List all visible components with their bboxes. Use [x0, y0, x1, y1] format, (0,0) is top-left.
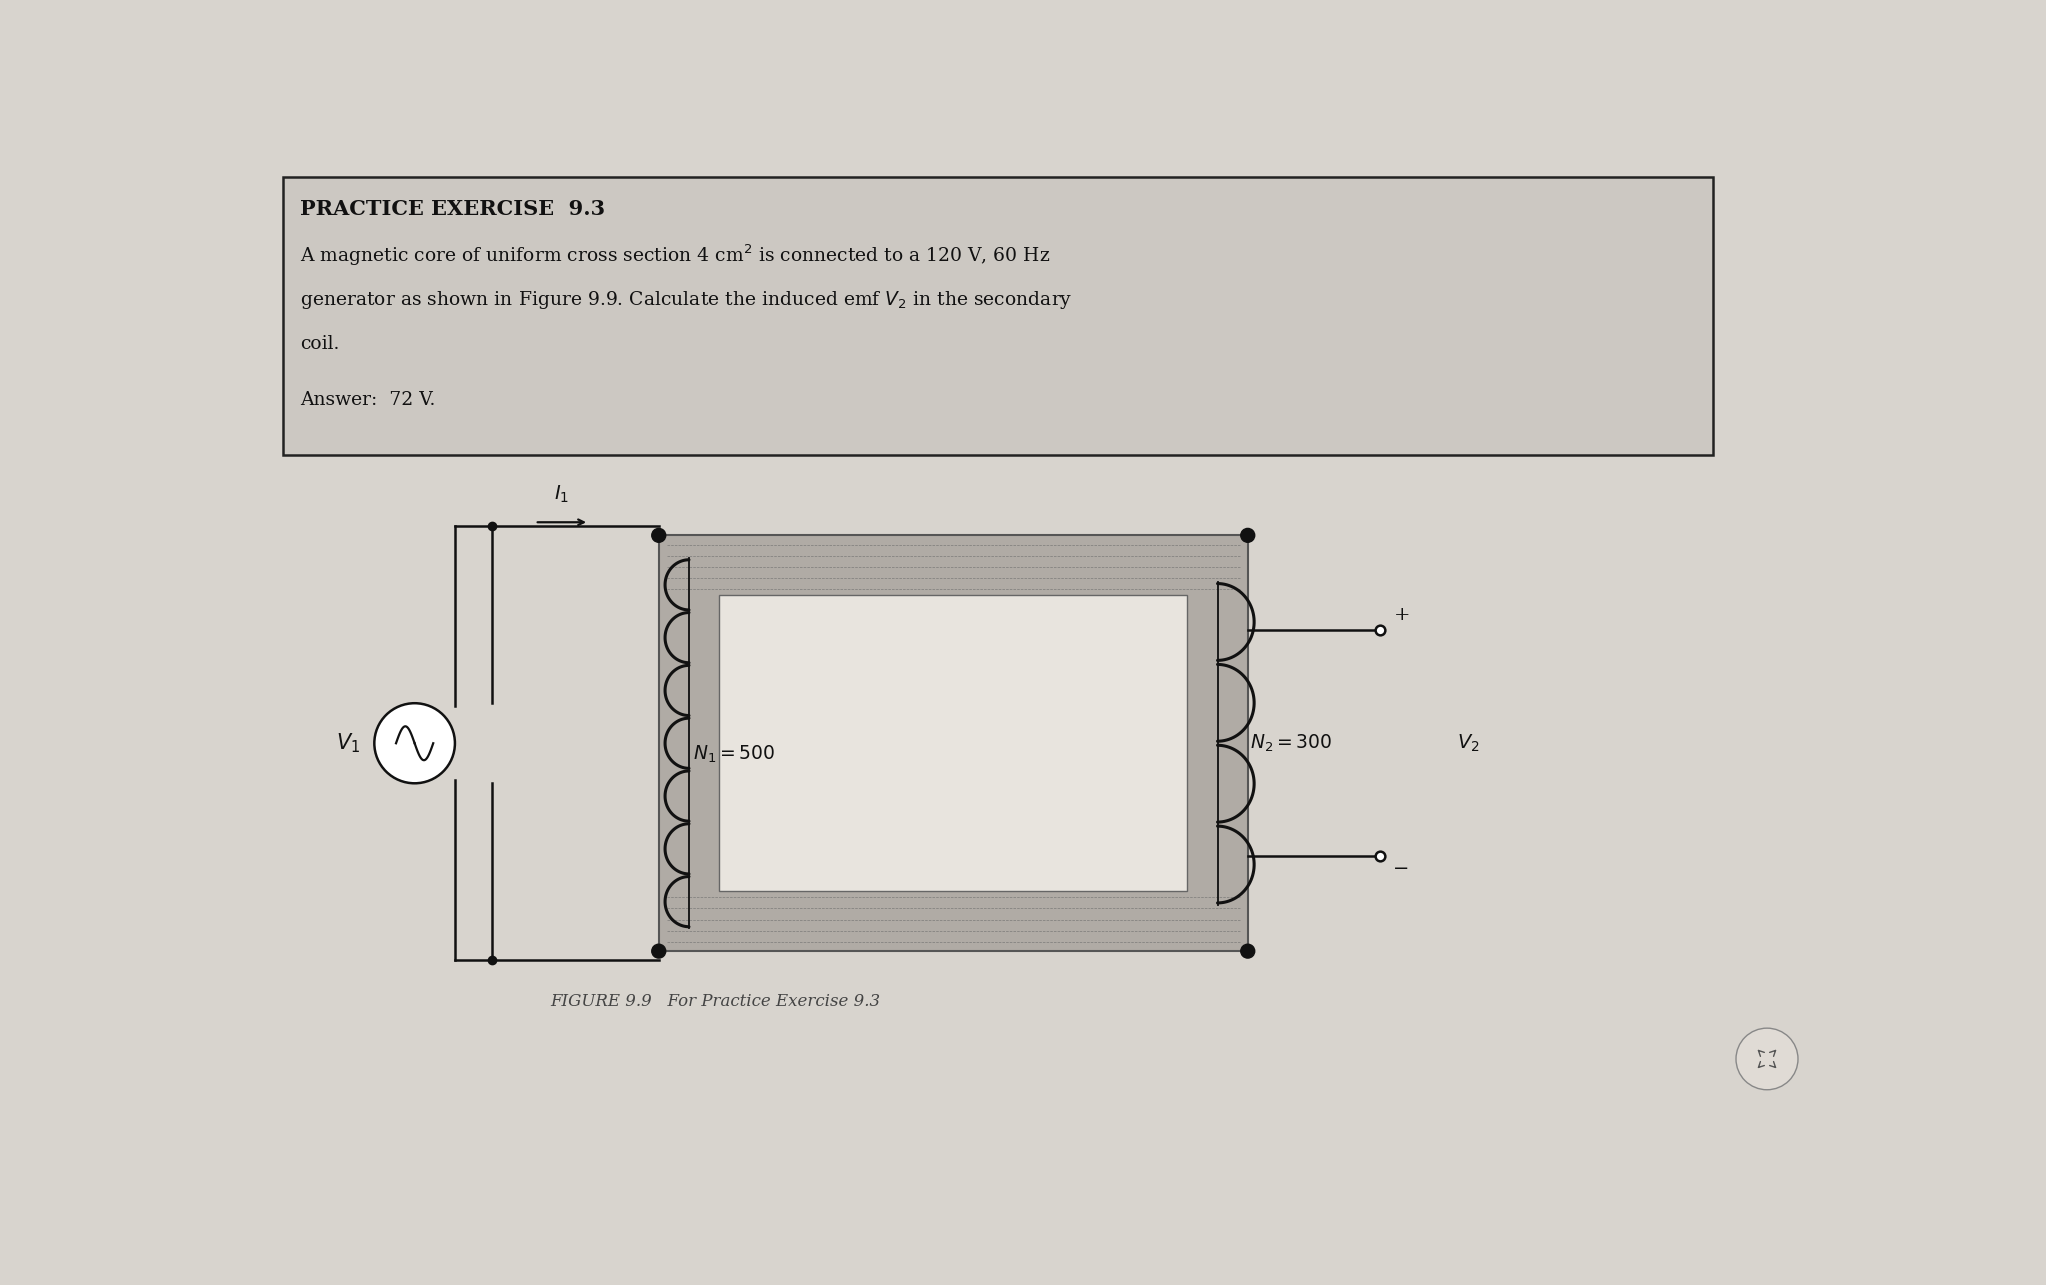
Text: $N_2 = 300$: $N_2 = 300$: [1250, 732, 1332, 754]
Circle shape: [374, 703, 454, 784]
Bar: [659, 536, 1248, 951]
Text: generator as shown in Figure 9.9. Calculate the induced emf $V_2$ in the seconda: generator as shown in Figure 9.9. Calcul…: [301, 289, 1072, 311]
Text: −: −: [1393, 860, 1410, 878]
Text: FIGURE 9.9   For Practice Exercise 9.3: FIGURE 9.9 For Practice Exercise 9.3: [550, 993, 880, 1010]
Text: $N_1 = 500$: $N_1 = 500$: [694, 744, 775, 766]
Text: coil.: coil.: [301, 335, 340, 353]
Circle shape: [653, 944, 665, 959]
Text: $V_1$: $V_1$: [336, 731, 360, 756]
Bar: [720, 595, 1187, 891]
Text: PRACTICE EXERCISE  9.3: PRACTICE EXERCISE 9.3: [301, 199, 606, 218]
FancyBboxPatch shape: [282, 177, 1713, 455]
Text: Answer:  72 V.: Answer: 72 V.: [301, 392, 436, 410]
Circle shape: [1240, 944, 1254, 959]
Text: +: +: [1393, 607, 1410, 625]
FancyBboxPatch shape: [256, 154, 1841, 1144]
Circle shape: [1735, 1028, 1798, 1090]
Circle shape: [653, 528, 665, 542]
Circle shape: [1240, 528, 1254, 542]
Text: $I_1$: $I_1$: [554, 484, 569, 505]
Text: $V_2$: $V_2$: [1457, 732, 1479, 754]
Text: A magnetic core of uniform cross section 4 cm$^2$ is connected to a 120 V, 60 Hz: A magnetic core of uniform cross section…: [301, 243, 1050, 269]
